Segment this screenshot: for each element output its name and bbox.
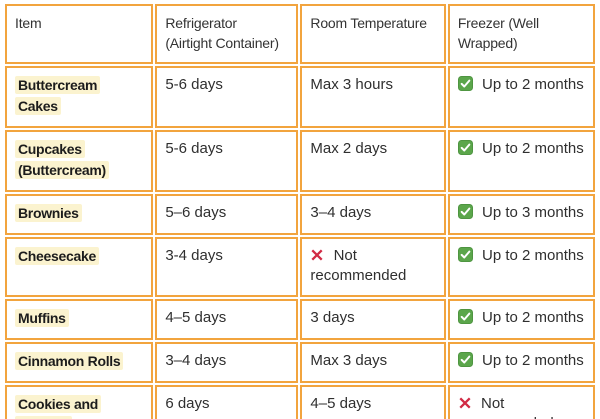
cell-freezer: Up to 2 months — [447, 299, 595, 340]
cell-item: Cheesecake — [5, 237, 154, 297]
cell-item: Cookies and biscuits — [5, 385, 154, 419]
cross-icon — [310, 248, 324, 262]
cell-room-temperature: 3–4 days — [300, 194, 446, 235]
item-highlight: Cookies and biscuits — [15, 395, 101, 419]
cell-refrigerator: 5-6 days — [155, 130, 299, 192]
storage-table: Item Refrigerator (Airtight Container) R… — [3, 2, 597, 419]
item-highlight: Cupcakes (Buttercream) — [15, 140, 109, 179]
table-row: Brownies 5–6 days 3–4 days Up to 3 month… — [5, 194, 595, 235]
table-body: Buttercream Cakes 5-6 days Max 3 hours U… — [5, 66, 595, 419]
cross-icon — [458, 396, 472, 410]
cell-item: Cupcakes (Buttercream) — [5, 130, 154, 192]
column-header-freezer: Freezer (Well Wrapped) — [447, 4, 595, 64]
cell-freezer: Up to 2 months — [447, 66, 595, 128]
column-header-refrigerator: Refrigerator (Airtight Container) — [155, 4, 299, 64]
cell-freezer: Up to 2 months — [447, 130, 595, 192]
check-icon — [457, 309, 473, 324]
cell-freezer: Up to 3 months — [447, 194, 595, 235]
cell-refrigerator: 5-6 days — [155, 66, 299, 128]
cell-item: Cinnamon Rolls — [5, 342, 154, 383]
table-row: Cheesecake 3-4 days Not recommended Up t… — [5, 237, 595, 297]
item-highlight: Brownies — [15, 204, 82, 222]
table-row: Muffins 4–5 days 3 days Up to 2 months — [5, 299, 595, 340]
column-header-room-temperature: Room Temperature — [300, 4, 446, 64]
item-highlight: Cinnamon Rolls — [15, 352, 124, 370]
check-icon — [457, 204, 473, 219]
cell-freezer: Up to 2 months — [447, 237, 595, 297]
item-highlight: Buttercream Cakes — [15, 76, 101, 115]
cell-room-temperature: 4–5 days — [300, 385, 446, 419]
cell-item: Brownies — [5, 194, 154, 235]
cell-room-temperature: Max 3 days — [300, 342, 446, 383]
cell-item: Muffins — [5, 299, 154, 340]
table-header: Item Refrigerator (Airtight Container) R… — [5, 4, 595, 64]
check-icon — [457, 140, 473, 155]
check-icon — [457, 247, 473, 262]
cell-freezer: Up to 2 months — [447, 342, 595, 383]
column-header-item: Item — [5, 4, 154, 64]
table-row: Cinnamon Rolls 3–4 days Max 3 days Up to… — [5, 342, 595, 383]
check-icon — [457, 76, 473, 91]
cell-room-temperature: Max 2 days — [300, 130, 446, 192]
header-row: Item Refrigerator (Airtight Container) R… — [5, 4, 595, 64]
cell-freezer: Not recommended — [447, 385, 595, 419]
item-highlight: Cheesecake — [15, 247, 99, 265]
cell-room-temperature: 3 days — [300, 299, 446, 340]
cell-room-temperature: Not recommended — [300, 237, 446, 297]
table-row: Cupcakes (Buttercream) 5-6 days Max 2 da… — [5, 130, 595, 192]
cell-refrigerator: 4–5 days — [155, 299, 299, 340]
cell-item: Buttercream Cakes — [5, 66, 154, 128]
cell-refrigerator: 5–6 days — [155, 194, 299, 235]
cell-refrigerator: 6 days — [155, 385, 299, 419]
check-icon — [457, 352, 473, 367]
item-highlight: Muffins — [15, 309, 69, 327]
cell-refrigerator: 3-4 days — [155, 237, 299, 297]
cell-refrigerator: 3–4 days — [155, 342, 299, 383]
cell-room-temperature: Max 3 hours — [300, 66, 446, 128]
table-row: Buttercream Cakes 5-6 days Max 3 hours U… — [5, 66, 595, 128]
table-row: Cookies and biscuits 6 days 4–5 days Not… — [5, 385, 595, 419]
